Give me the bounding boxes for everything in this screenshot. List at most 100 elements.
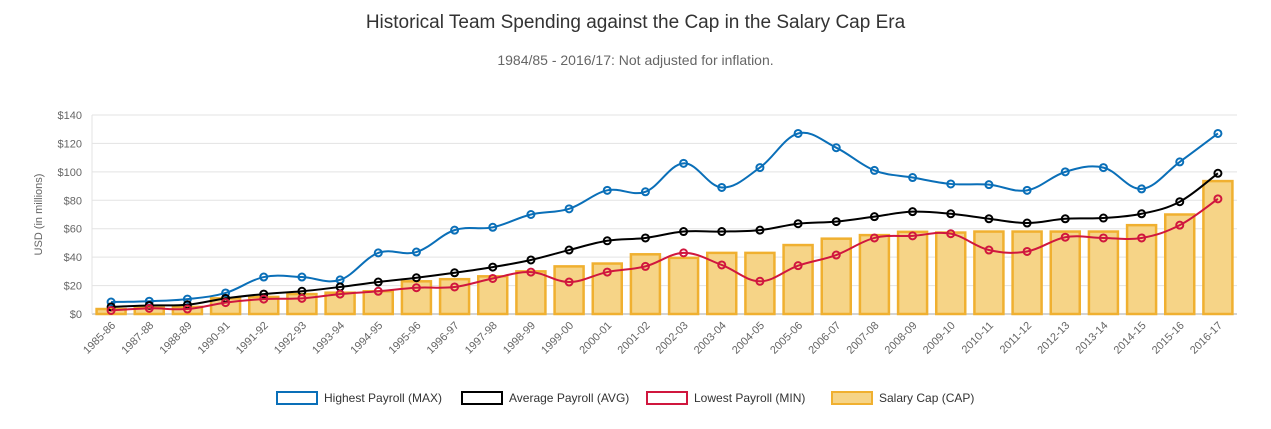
data-point (106, 297, 116, 307)
cap-bar (553, 265, 585, 316)
data-point (1098, 163, 1108, 173)
data-point (144, 303, 154, 313)
data-point (793, 219, 803, 229)
data-point (373, 248, 383, 258)
data-point (869, 233, 879, 243)
data-point (1137, 184, 1147, 194)
x-tick-label: 2012-13 (1035, 320, 1072, 357)
cap-bar (896, 230, 929, 316)
x-tick-label: 2015-16 (1150, 320, 1187, 357)
cap-bar (324, 291, 356, 316)
cap-bar (858, 233, 891, 316)
cap-bar (1011, 230, 1043, 316)
cap-bar (515, 270, 547, 316)
data-point (831, 217, 841, 227)
y-tick-label: $80 (64, 195, 82, 207)
data-point (984, 214, 994, 224)
data-point (755, 276, 765, 286)
data-point (755, 163, 765, 173)
data-point (335, 289, 345, 299)
x-tick-label: 1998-99 (501, 320, 538, 357)
x-tick-label: 2011-12 (998, 320, 1034, 356)
cap-bar (1163, 213, 1196, 316)
data-point (946, 229, 956, 239)
data-point (1060, 232, 1070, 242)
cap-bar (1049, 230, 1082, 316)
x-tick-label: 1994-95 (348, 320, 385, 357)
x-tick-label: 2009-10 (921, 320, 958, 357)
legend-label: Lowest Payroll (MIN) (694, 391, 805, 405)
data-point (488, 273, 498, 283)
data-point (221, 288, 231, 298)
data-point (1175, 157, 1185, 167)
cap-bar (400, 280, 433, 316)
data-point (373, 286, 383, 296)
data-point (564, 204, 574, 214)
data-point (1213, 194, 1223, 204)
data-point (1022, 185, 1032, 195)
data-point (908, 207, 918, 217)
data-point (640, 187, 650, 197)
data-point (984, 180, 994, 190)
data-point (182, 294, 192, 304)
x-tick-label: 2001-02 (616, 320, 653, 357)
x-tick-label: 2006-07 (806, 320, 843, 357)
cap-bar (782, 243, 814, 316)
x-tick-label: 1987-88 (119, 320, 156, 357)
x-tick-label: 2013-14 (1074, 320, 1111, 357)
x-tick-label: 2005-06 (768, 320, 805, 357)
data-point (640, 261, 650, 271)
cap-bar (667, 256, 700, 316)
x-tick-label: 1996-97 (425, 320, 462, 357)
data-point (602, 185, 612, 195)
x-tick-label: 2008-09 (883, 320, 920, 357)
data-point (679, 158, 689, 168)
x-tick-label: 2010-11 (960, 320, 996, 356)
x-tick-label: 2007-08 (845, 320, 882, 357)
legend-swatch (276, 391, 318, 405)
y-tick-label: $0 (70, 309, 82, 321)
chart-subtitle: 1984/85 - 2016/17: Not adjusted for infl… (497, 52, 774, 68)
y-tick-label: $120 (58, 138, 82, 150)
data-point (984, 245, 994, 255)
data-point (793, 261, 803, 271)
data-point (411, 273, 421, 283)
y-axis-label: USD (in millions) (33, 174, 45, 256)
data-point (259, 289, 269, 299)
data-point (1137, 209, 1147, 219)
data-point (679, 248, 689, 258)
data-point (297, 272, 307, 282)
data-point (946, 179, 956, 189)
x-tick-label: 1992-93 (272, 320, 309, 357)
data-point (297, 293, 307, 303)
data-point (1098, 233, 1108, 243)
cap-bar (744, 251, 776, 316)
data-point (411, 283, 421, 293)
data-point (869, 165, 879, 175)
y-tick-label: $100 (58, 167, 82, 179)
legend-swatch (461, 391, 503, 405)
data-point (908, 231, 918, 241)
x-tick-label: 1988-89 (158, 320, 195, 357)
x-tick-label: 2014-15 (1112, 320, 1149, 357)
x-tick-label: 2000-01 (577, 320, 614, 357)
data-point (259, 294, 269, 304)
data-point (411, 247, 421, 257)
data-point (1060, 214, 1070, 224)
x-tick-label: 1990-91 (196, 320, 233, 357)
y-tick-label: $20 (64, 281, 82, 293)
data-point (717, 260, 727, 270)
data-point (1022, 218, 1032, 228)
data-point (908, 173, 918, 183)
legend-swatch (831, 391, 873, 405)
x-tick-label: 1993-94 (310, 320, 347, 357)
data-point (831, 250, 841, 260)
data-point (1098, 213, 1108, 223)
data-point (1213, 128, 1223, 138)
x-tick-label: 1991-92 (234, 320, 271, 357)
data-point (602, 236, 612, 246)
data-point (793, 128, 803, 138)
x-tick-label: 1999-00 (539, 320, 576, 357)
data-point (106, 305, 116, 315)
data-point (1022, 246, 1032, 256)
